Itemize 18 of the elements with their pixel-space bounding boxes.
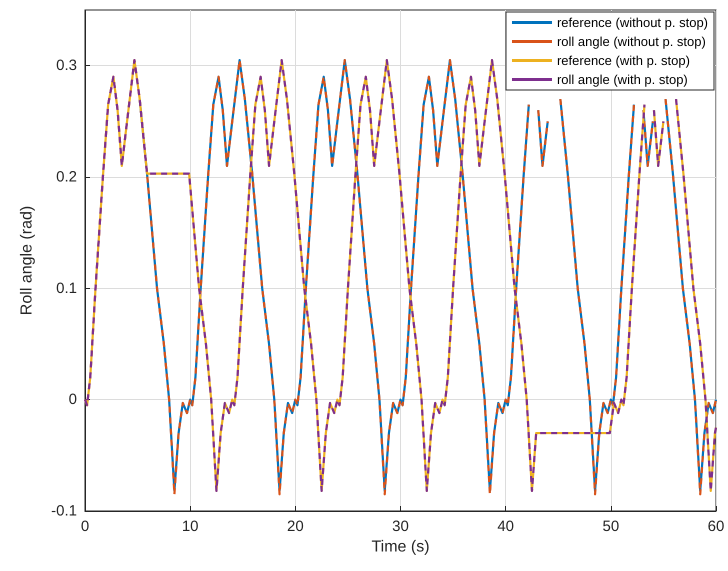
- legend-label: roll angle (without p. stop): [556, 34, 706, 49]
- y-tick-label: -0.1: [51, 502, 77, 520]
- y-tick-label: 0.3: [56, 57, 77, 74]
- x-tick-label: 10: [182, 518, 199, 535]
- x-tick-label: 60: [708, 518, 724, 535]
- x-axis-title: Time (s): [371, 538, 430, 556]
- y-tick-label: 0.2: [56, 168, 77, 186]
- y-tick-label: 0.1: [56, 280, 77, 297]
- x-tick-label: 30: [392, 518, 409, 535]
- x-tick-label: 20: [286, 518, 304, 535]
- x-tick-label: 0: [80, 518, 90, 535]
- x-tick-label: 50: [602, 518, 620, 535]
- x-tick-label: 40: [497, 518, 514, 535]
- y-axis-title: Roll angle (rad): [18, 206, 36, 316]
- legend-label: reference (with p. stop): [556, 53, 690, 68]
- legend-label: reference (without p. stop): [556, 15, 708, 30]
- legend-label: roll angle (with p. stop): [556, 72, 688, 87]
- y-tick-label: 0: [68, 391, 77, 408]
